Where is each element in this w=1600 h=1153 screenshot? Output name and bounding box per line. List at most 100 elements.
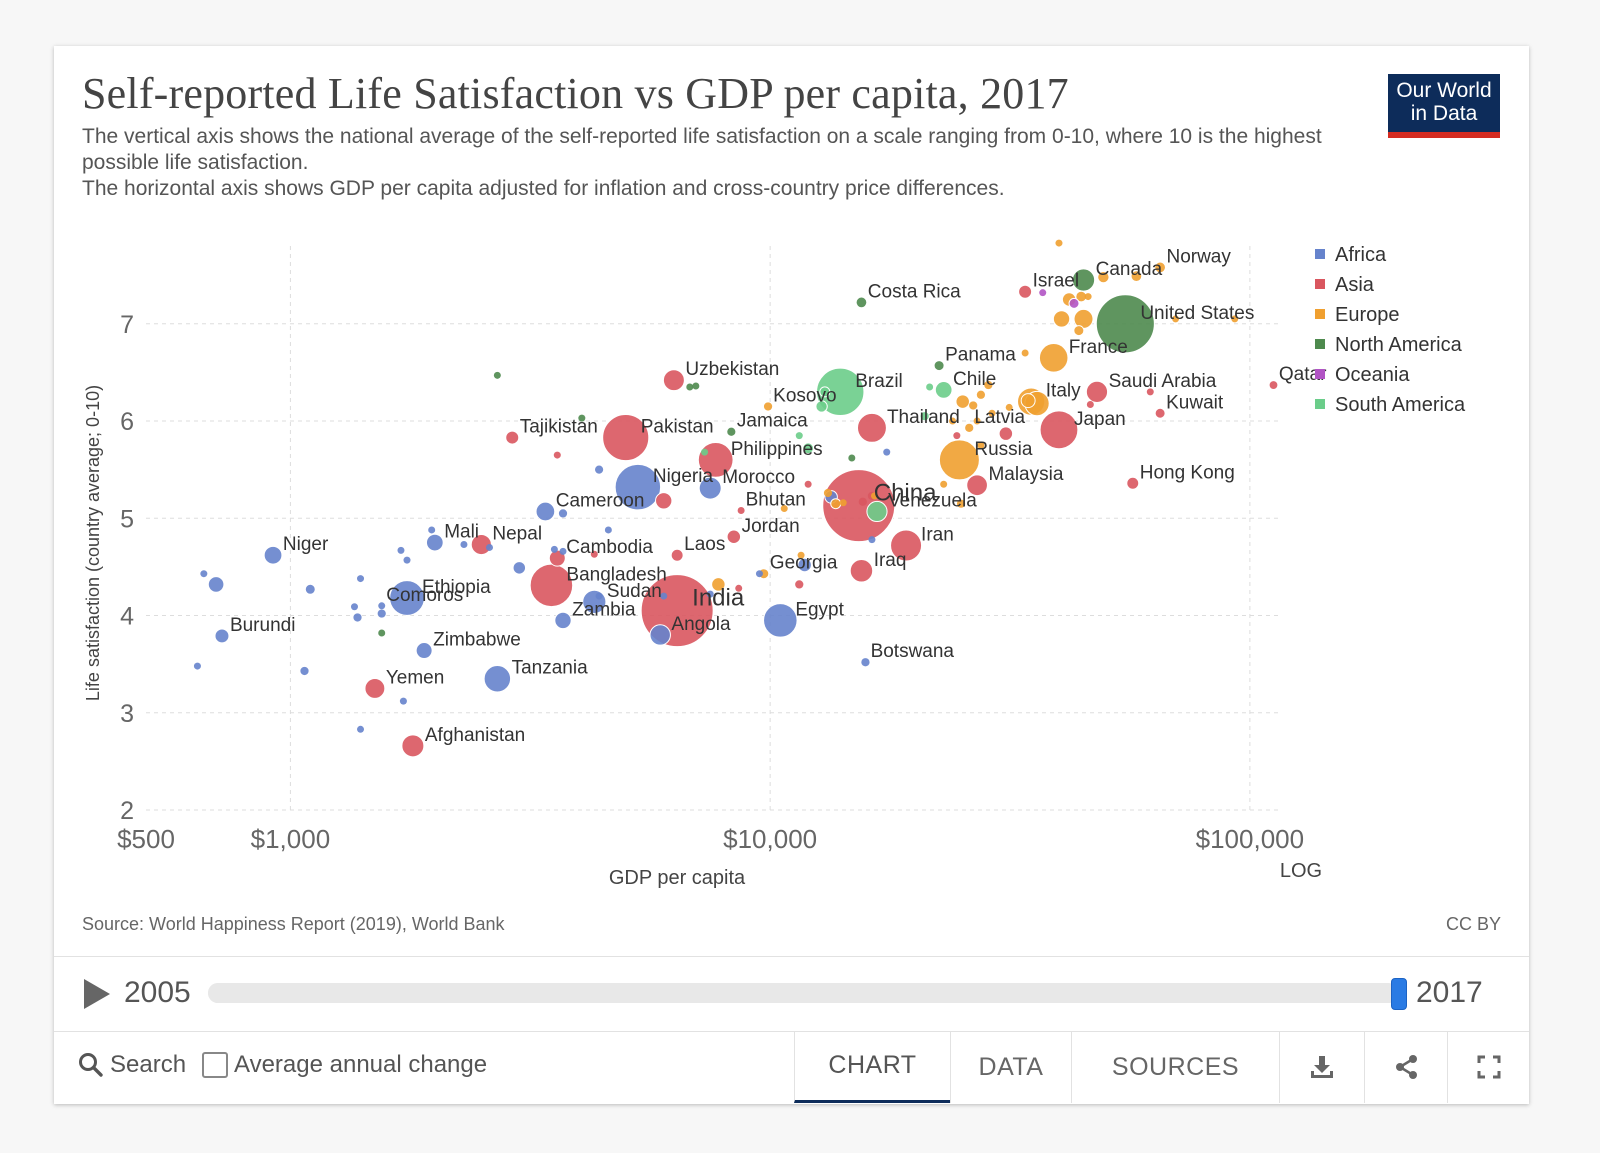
point-africa[interactable]	[399, 697, 407, 705]
point-africa[interactable]	[357, 575, 365, 583]
point-africa[interactable]	[797, 557, 812, 573]
point-laos[interactable]	[670, 548, 684, 562]
point-oceania[interactable]	[1039, 289, 1047, 297]
point-zimbabwe[interactable]	[415, 642, 433, 660]
source-note[interactable]: Source: World Happiness Report (2019), W…	[82, 914, 505, 934]
point-north-america[interactable]	[848, 454, 856, 462]
point-label-france[interactable]: France	[1069, 337, 1128, 358]
point-label-hong-kong[interactable]: Hong Kong	[1140, 462, 1235, 483]
point-europe[interactable]	[984, 380, 993, 390]
point-label-brazil[interactable]: Brazil	[855, 371, 903, 392]
license-label[interactable]: CC BY	[1445, 914, 1501, 934]
point-south-america[interactable]	[819, 386, 831, 398]
point-label-sudan[interactable]: Sudan	[607, 581, 662, 602]
point-europe[interactable]	[1052, 310, 1071, 328]
point-label-united-states[interactable]: United States	[1140, 303, 1254, 324]
legend-item-north-america[interactable]: North America	[1335, 334, 1463, 356]
legend-item-africa[interactable]: Africa	[1335, 244, 1387, 266]
point-ethiopia[interactable]	[389, 580, 425, 616]
point-label-jordan[interactable]: Jordan	[742, 516, 800, 537]
point-kosovo[interactable]	[763, 402, 773, 411]
point-asia[interactable]	[553, 451, 561, 459]
point-asia[interactable]	[1086, 401, 1094, 409]
point-europe[interactable]	[969, 401, 978, 410]
point-angola[interactable]	[649, 624, 671, 646]
point-label-venezuela[interactable]: Venezuela	[888, 490, 977, 511]
point-jordan[interactable]	[726, 529, 742, 544]
point-label-china[interactable]: China	[874, 480, 937, 507]
point-africa[interactable]	[883, 448, 891, 456]
tab-chart[interactable]: CHART	[794, 1031, 950, 1103]
point-thailand[interactable]	[856, 412, 887, 443]
point-label-philippines[interactable]: Philippines	[731, 439, 823, 460]
point-europe[interactable]	[1020, 393, 1036, 409]
tab-data[interactable]: DATA	[950, 1031, 1071, 1103]
point-europe[interactable]	[1084, 293, 1092, 301]
point-europe[interactable]	[797, 551, 805, 559]
point-label-tanzania[interactable]: Tanzania	[512, 658, 588, 679]
timeline-handle[interactable]	[1391, 978, 1407, 1010]
point-label-latvia[interactable]: Latvia	[974, 407, 1025, 428]
point-label-tajikistan[interactable]: Tajikistan	[520, 417, 598, 438]
point-label-costa-rica[interactable]: Costa Rica	[868, 281, 961, 302]
point-label-panama[interactable]: Panama	[945, 345, 1016, 366]
point-russia[interactable]	[938, 439, 980, 481]
point-south-america[interactable]	[701, 448, 709, 456]
point-iraq[interactable]	[849, 559, 874, 583]
point-hong-kong[interactable]	[1126, 476, 1140, 490]
point-norway[interactable]	[1154, 261, 1166, 274]
play-icon[interactable]	[84, 979, 110, 1009]
point-label-india[interactable]: India	[692, 585, 745, 612]
average-change-checkbox[interactable]	[202, 1052, 228, 1078]
point-europe[interactable]	[1097, 270, 1110, 284]
point-europe[interactable]	[1073, 325, 1085, 337]
point-label-saudi-arabia[interactable]: Saudi Arabia	[1109, 371, 1217, 392]
point-label-iran[interactable]: Iran	[921, 525, 954, 546]
point-label-kosovo[interactable]: Kosovo	[773, 385, 836, 406]
point-label-russia[interactable]: Russia	[974, 439, 1033, 460]
point-europe[interactable]	[1021, 349, 1029, 357]
fullscreen-button[interactable]	[1447, 1031, 1530, 1103]
point-label-cameroon[interactable]: Cameroon	[556, 490, 645, 511]
point-venezuela[interactable]	[866, 500, 888, 523]
point-europe[interactable]	[973, 417, 981, 425]
point-africa[interactable]	[350, 603, 358, 611]
point-label-iraq[interactable]: Iraq	[874, 550, 907, 571]
point-costa-rica[interactable]	[855, 296, 868, 309]
point-afghanistan[interactable]	[401, 734, 425, 758]
point-europe[interactable]	[780, 505, 788, 513]
owid-logo[interactable]: Our World in Data	[1388, 74, 1500, 138]
point-africa[interactable]	[193, 662, 201, 670]
point-malaysia[interactable]	[966, 474, 988, 497]
point-asia[interactable]	[804, 480, 812, 488]
point-panama[interactable]	[933, 360, 945, 372]
point-asia[interactable]	[795, 580, 804, 589]
point-africa[interactable]	[200, 570, 208, 578]
point-africa[interactable]	[550, 545, 558, 553]
point-label-canada[interactable]: Canada	[1096, 259, 1163, 280]
point-north-america[interactable]	[578, 414, 586, 422]
point-comoros[interactable]	[378, 602, 386, 610]
point-europe[interactable]	[823, 488, 833, 498]
point-botswana[interactable]	[861, 658, 870, 667]
point-north-america[interactable]	[686, 383, 694, 391]
point-north-america[interactable]	[692, 382, 700, 390]
point-europe[interactable]	[988, 409, 996, 417]
log-scale-toggle[interactable]: LOG	[1280, 860, 1322, 882]
point-africa[interactable]	[304, 583, 316, 595]
point-egypt[interactable]	[763, 603, 798, 638]
point-tanzania[interactable]	[483, 664, 512, 693]
point-africa[interactable]	[660, 592, 668, 600]
point-iran[interactable]	[890, 529, 923, 562]
point-europe[interactable]	[956, 499, 966, 508]
point-label-botswana[interactable]: Botswana	[871, 641, 955, 662]
point-label-kuwait[interactable]: Kuwait	[1166, 392, 1224, 413]
point-asia[interactable]	[735, 584, 743, 592]
point-china[interactable]	[822, 469, 896, 543]
point-label-israel[interactable]: Israel	[1033, 271, 1079, 292]
point-label-nepal[interactable]: Nepal	[492, 524, 542, 545]
timeline-track[interactable]	[208, 978, 1407, 1010]
point-africa[interactable]	[403, 556, 411, 564]
point-south-america[interactable]	[815, 400, 828, 413]
point-label-yemen[interactable]: Yemen	[386, 667, 444, 688]
